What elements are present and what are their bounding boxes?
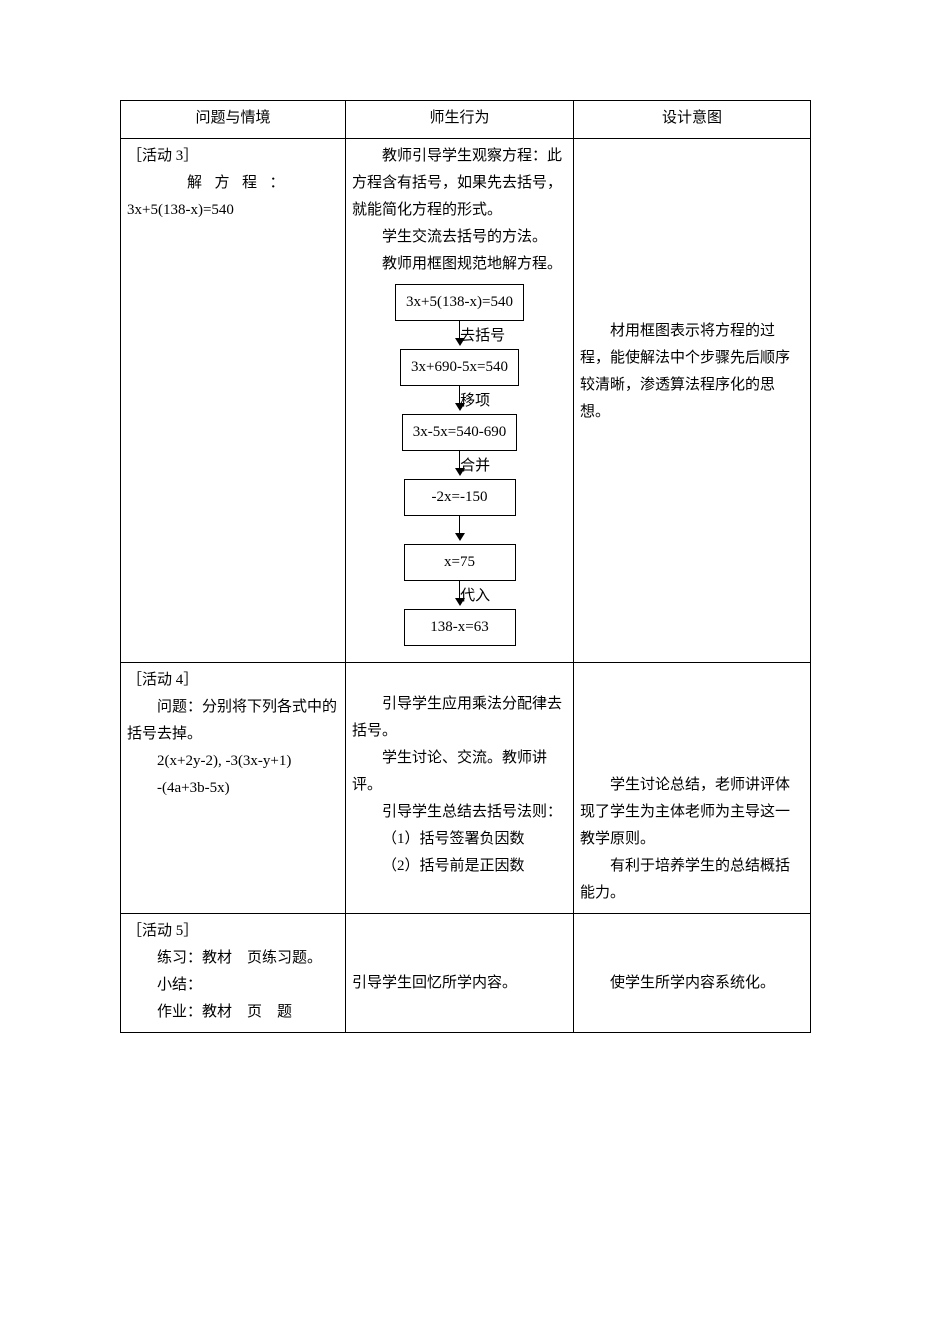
flow-box-2: 3x+690-5x=540 — [400, 349, 519, 386]
lesson-table: 问题与情境 师生行为 设计意图 ［活动 3］ 解方程： 3x+5(138-x)=… — [120, 100, 811, 1033]
activity4-title: ［活动 4］ — [127, 667, 339, 694]
activity4-p1: 引导学生应用乘法分配律去括号。 — [352, 691, 567, 745]
activity3-title: ［活动 3］ — [127, 143, 339, 170]
activity5-col3-p1: 使学生所学内容系统化。 — [580, 970, 804, 997]
activity4-intent2: 有利于培养学生的总结概括能力。 — [580, 853, 804, 907]
activity4-q: 问题：分别将下列各式中的括号去掉。 — [127, 694, 339, 748]
activity5-p3: 作业：教材 页 题 — [127, 999, 339, 1026]
activity3-p1: 教师引导学生观察方程：此方程含有括号，如果先去括号，就能简化方程的形式。 — [352, 143, 567, 224]
header-col3: 设计意图 — [574, 101, 811, 139]
flow-label-1: 去括号 — [460, 323, 505, 350]
table-row: ［活动 5］ 练习：教材 页练习题。 小结： 作业：教材 页 题 引导学生回忆所… — [121, 914, 811, 1033]
activity5-title: ［活动 5］ — [127, 918, 339, 945]
activity5-col2-p1: 引导学生回忆所学内容。 — [352, 970, 567, 997]
flow-box-3: 3x-5x=540-690 — [402, 414, 517, 451]
flow-arrow-3: 合并 — [455, 451, 465, 479]
header-col1: 问题与情境 — [121, 101, 346, 139]
activity4-col1: ［活动 4］ 问题：分别将下列各式中的括号去掉。 2(x+2y-2), -3(3… — [121, 663, 346, 914]
flow-box-4: -2x=-150 — [404, 479, 516, 516]
activity4-expr1: 2(x+2y-2), -3(3x-y+1) — [127, 748, 339, 775]
flow-arrow-5: 代入 — [455, 581, 465, 609]
activity3-label: 解方程： — [127, 170, 339, 197]
activity4-p3: 引导学生总结去括号法则： — [352, 799, 567, 826]
activity3-col3: 材用框图表示将方程的过程，能使解法中个步骤先后顺序较清晰，渗透算法程序化的思想。 — [574, 139, 811, 663]
table-row: ［活动 3］ 解方程： 3x+5(138-x)=540 教师引导学生观察方程：此… — [121, 139, 811, 663]
flowchart: 3x+5(138-x)=540 去括号 3x+690-5x=540 移项 3x-… — [352, 284, 567, 646]
flow-label-2: 移项 — [460, 388, 490, 415]
flow-box-5: x=75 — [404, 544, 516, 581]
activity4-col2: 引导学生应用乘法分配律去括号。 学生讨论、交流。教师讲评。 引导学生总结去括号法… — [346, 663, 574, 914]
activity4-p2: 学生讨论、交流。教师讲评。 — [352, 745, 567, 799]
flow-arrow-1: 去括号 — [455, 321, 465, 349]
flow-box-1: 3x+5(138-x)=540 — [395, 284, 524, 321]
activity4-expr2: -(4a+3b-5x) — [127, 775, 339, 802]
flow-label-3: 合并 — [460, 453, 490, 480]
activity3-col1: ［活动 3］ 解方程： 3x+5(138-x)=540 — [121, 139, 346, 663]
activity4-li2: （2）括号前是正因数 — [352, 853, 567, 880]
activity3-label-text: 解方程： — [157, 170, 285, 197]
flow-arrow-2: 移项 — [455, 386, 465, 414]
activity3-p2: 学生交流去括号的方法。 — [352, 224, 567, 251]
table-header-row: 问题与情境 师生行为 设计意图 — [121, 101, 811, 139]
activity3-col2: 教师引导学生观察方程：此方程含有括号，如果先去括号，就能简化方程的形式。 学生交… — [346, 139, 574, 663]
flow-box-6: 138-x=63 — [404, 609, 516, 646]
header-col2: 师生行为 — [346, 101, 574, 139]
activity5-col3: 使学生所学内容系统化。 — [574, 914, 811, 1033]
activity4-li1: （1）括号签署负因数 — [352, 826, 567, 853]
activity3-p3: 教师用框图规范地解方程。 — [352, 251, 567, 278]
page: 问题与情境 师生行为 设计意图 ［活动 3］ 解方程： 3x+5(138-x)=… — [0, 0, 950, 1033]
activity5-p2: 小结： — [127, 972, 339, 999]
table-row: ［活动 4］ 问题：分别将下列各式中的括号去掉。 2(x+2y-2), -3(3… — [121, 663, 811, 914]
activity3-intent: 材用框图表示将方程的过程，能使解法中个步骤先后顺序较清晰，渗透算法程序化的思想。 — [580, 318, 804, 426]
activity5-col2: 引导学生回忆所学内容。 — [346, 914, 574, 1033]
activity4-intent1: 学生讨论总结，老师讲评体现了学生为主体老师为主导这一教学原则。 — [580, 772, 804, 853]
activity4-col3: 学生讨论总结，老师讲评体现了学生为主体老师为主导这一教学原则。 有利于培养学生的… — [574, 663, 811, 914]
flow-arrow-4 — [455, 516, 465, 544]
activity5-col1: ［活动 5］ 练习：教材 页练习题。 小结： 作业：教材 页 题 — [121, 914, 346, 1033]
activity5-p1: 练习：教材 页练习题。 — [127, 945, 339, 972]
flow-label-5: 代入 — [460, 583, 490, 610]
activity3-equation: 3x+5(138-x)=540 — [127, 197, 339, 224]
